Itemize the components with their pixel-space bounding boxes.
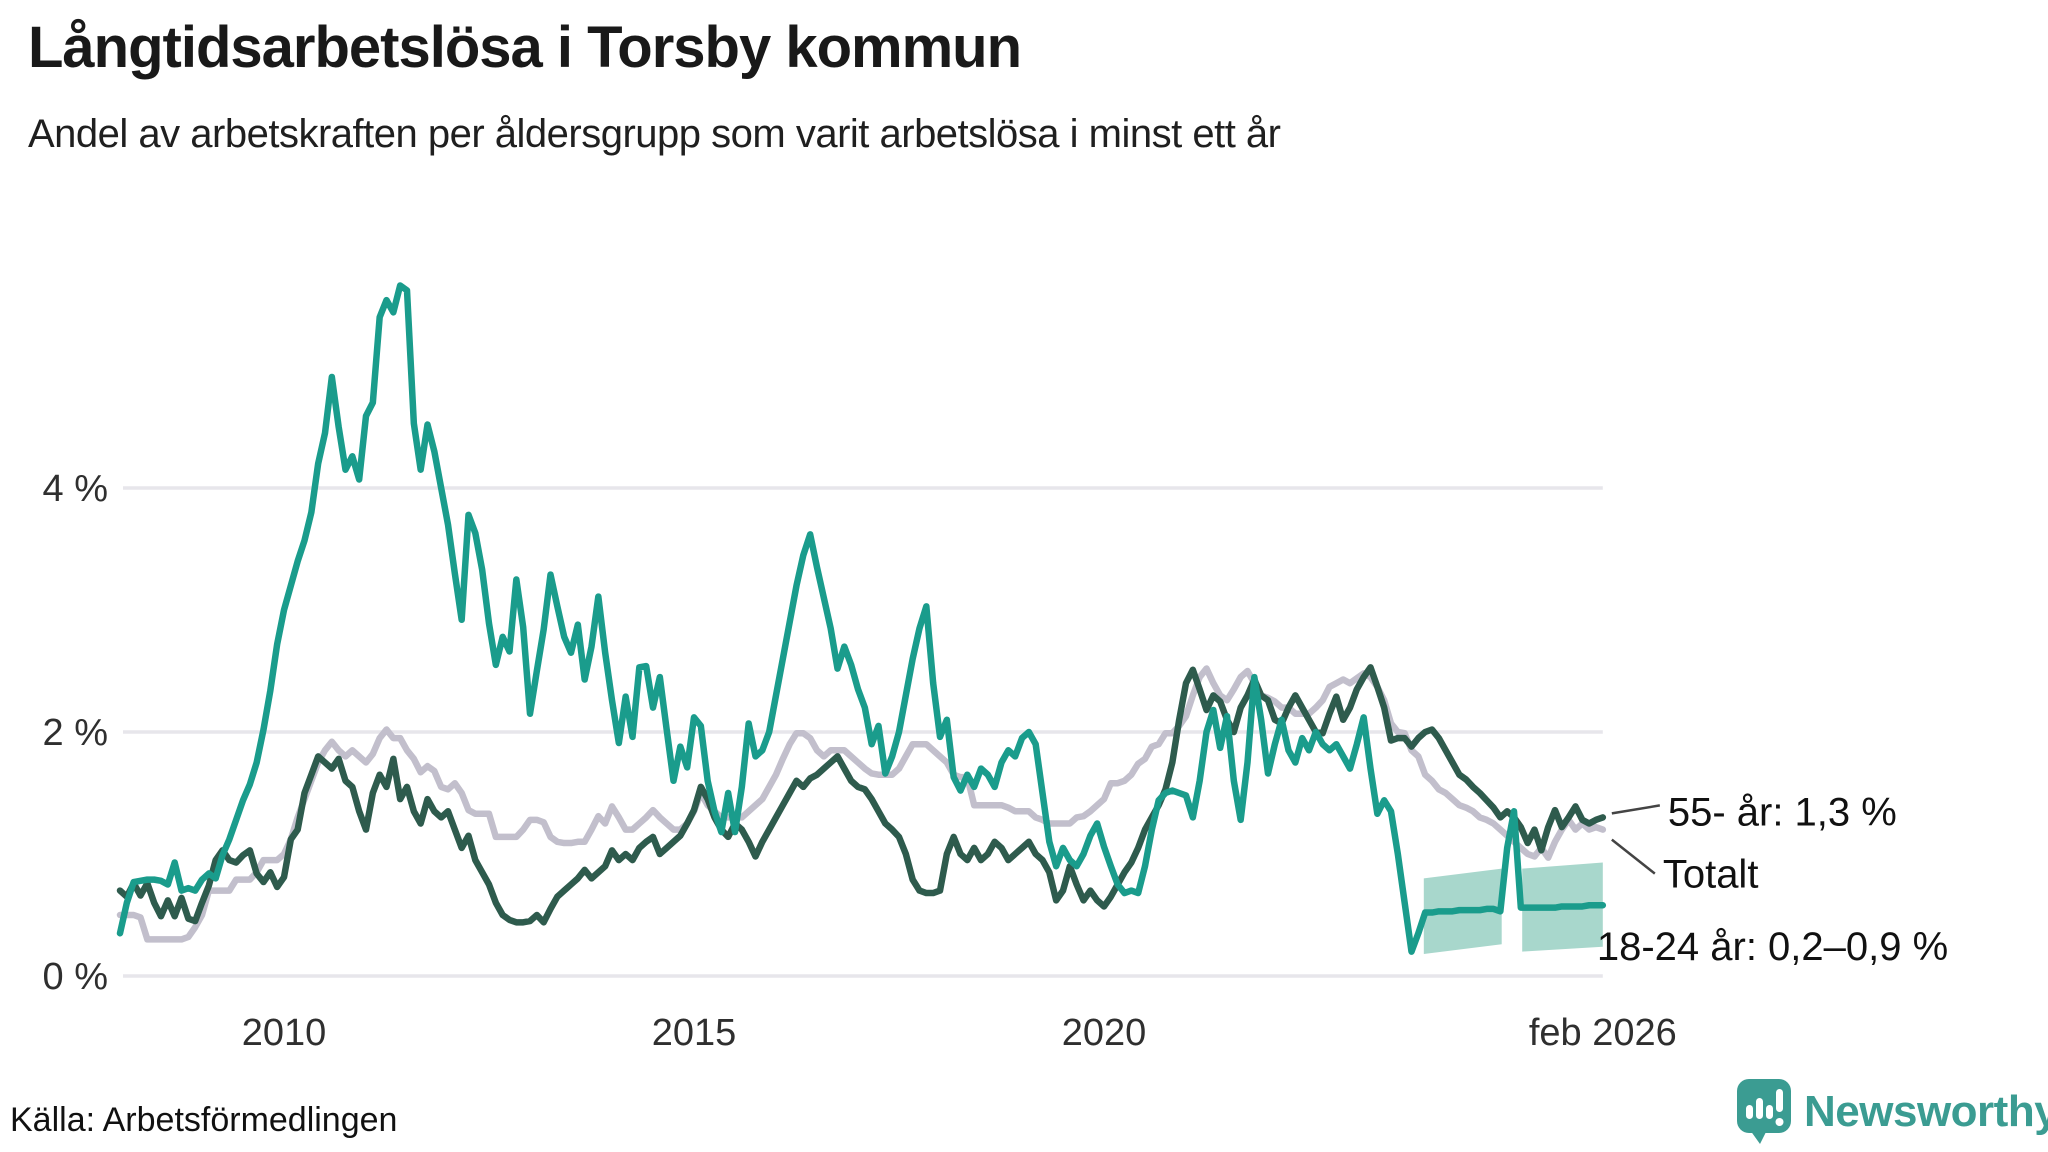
source-note: Källa: Arbetsförmedlingen (10, 1101, 398, 1139)
annotation-label: 55- år: 1,3 % (1668, 790, 1897, 834)
x-tick-label: 2010 (242, 1012, 327, 1054)
annotation-label: 18-24 år: 0,2–0,9 % (1597, 925, 1948, 969)
annotation-label: Totalt (1663, 853, 1759, 897)
series-line-totalt (116, 665, 1607, 943)
series-line-18-24-r (116, 282, 1607, 955)
annotation-connector (1611, 804, 1661, 815)
y-tick-label: 4 % (43, 468, 108, 510)
x-tick-label: 2020 (1062, 1012, 1147, 1054)
series-line-55-r (116, 664, 1607, 926)
newsworthy-logo: Newsworthy (1736, 1078, 2048, 1146)
y-tick-label: 2 % (43, 712, 108, 754)
chart-title: Långtidsarbetslösa i Torsby kommun (28, 15, 1022, 80)
x-tick-label: 2015 (652, 1012, 737, 1054)
annotation-connector (1611, 838, 1656, 875)
x-tick-label: feb 2026 (1529, 1012, 1677, 1054)
newsworthy-logo-text: Newsworthy (1804, 1087, 2048, 1136)
y-tick-label: 0 % (43, 956, 108, 998)
chart-subtitle: Andel av arbetskraften per åldersgrupp s… (28, 112, 1281, 156)
newsworthy-logo-icon (1737, 1079, 1791, 1144)
